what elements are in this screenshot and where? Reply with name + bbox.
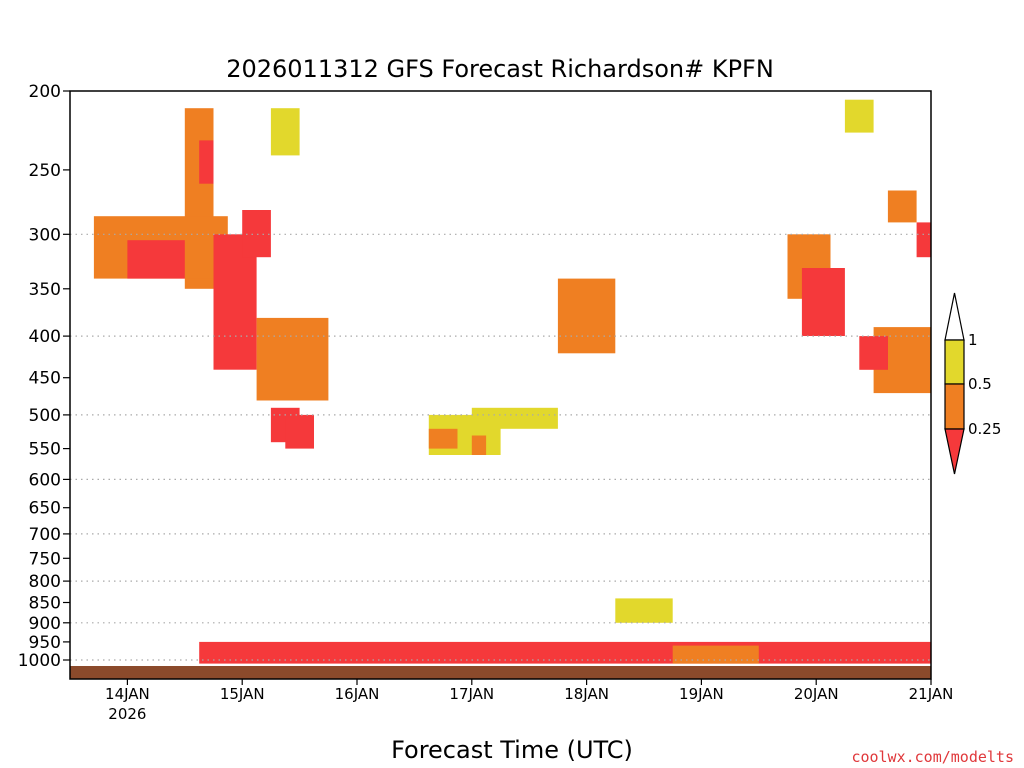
xtick-label-2: 16JAN xyxy=(335,685,380,703)
ytick-label-300: 300 xyxy=(29,225,61,245)
xtick-label-0: 14JAN xyxy=(105,685,150,703)
y-axis: 200 250 300 350 400 450 500 550 600 650 700 750 8008… xyxy=(18,82,70,671)
ytick-label-600: 600 xyxy=(29,470,61,490)
ri-cell-15 xyxy=(615,598,673,623)
colorbar-bin-025-05 xyxy=(944,383,965,430)
xtick-sublabel-0: 2026 xyxy=(108,705,146,723)
xtick-label-3: 17JAN xyxy=(449,685,494,703)
ytick-label-550: 550 xyxy=(29,440,61,460)
ri-cell-7 xyxy=(256,317,329,401)
ri-cell-3 xyxy=(127,240,185,279)
ri-cell-5 xyxy=(242,210,271,258)
x-axis: 14JAN 2026 15JAN 16JAN 17JAN 18JAN 19JAN 20JAN 2… xyxy=(105,679,953,723)
plot-frame xyxy=(69,90,932,680)
ytick-label-400: 400 xyxy=(29,327,61,347)
xtick-label-4: 18JAN xyxy=(564,685,609,703)
ground-strip xyxy=(70,666,931,679)
plot-area xyxy=(70,99,932,679)
ytick-label-250: 250 xyxy=(29,161,61,181)
ytick-label-350: 350 xyxy=(29,280,61,300)
xtick-label-1: 15JAN xyxy=(220,685,265,703)
colorbar-bottom-arrow xyxy=(944,428,965,475)
ytick-label-200: 200 xyxy=(29,82,61,102)
ri-cell-20 xyxy=(916,222,931,258)
ri-cell-24 xyxy=(672,645,759,664)
ytick-label-800: 800 xyxy=(29,572,61,592)
colorbar-bin-05-1 xyxy=(944,339,965,385)
ytick-label-650: 650 xyxy=(29,499,61,519)
xtick-label-5: 19JAN xyxy=(679,685,724,703)
colorbar: 1 0.5 0.25 xyxy=(944,292,1001,475)
ytick-label-700: 700 xyxy=(29,525,61,545)
ytick-label-750: 750 xyxy=(29,549,61,569)
x-axis-label: Forecast Time (UTC) xyxy=(391,736,633,764)
colorbar-top-arrow xyxy=(944,292,965,341)
ytick-label-450: 450 xyxy=(29,369,61,389)
ytick-label-1000: 1000 xyxy=(18,651,61,671)
ri-cell-6 xyxy=(270,108,300,156)
ri-cell-21 xyxy=(844,99,874,133)
ri-cell-12 xyxy=(471,435,487,455)
ytick-label-900: 900 xyxy=(29,614,61,634)
ri-cell-11 xyxy=(428,428,458,449)
ytick-label-950: 950 xyxy=(29,633,61,653)
ri-cell-14 xyxy=(557,278,616,354)
colorbar-label-2: 0.25 xyxy=(968,420,1001,438)
credit-text: coolwx.com/modelts xyxy=(851,748,1014,766)
ri-cell-17 xyxy=(801,268,845,336)
ri-cell-9 xyxy=(285,414,314,449)
xtick-label-6: 20JAN xyxy=(794,685,839,703)
ytick-label-500: 500 xyxy=(29,406,61,426)
colorbar-label-0: 1 xyxy=(968,331,978,349)
ri-cell-13 xyxy=(471,407,558,429)
ri-cell-1 xyxy=(199,140,214,184)
colorbar-label-1: 0.5 xyxy=(968,375,992,393)
chart-title: 2026011312 GFS Forecast Richardson# KPFN xyxy=(226,55,774,83)
ri-cell-19 xyxy=(859,336,888,370)
xtick-label-7: 21JAN xyxy=(909,685,954,703)
ytick-label-850: 850 xyxy=(29,594,61,614)
ri-cell-22 xyxy=(887,190,917,223)
